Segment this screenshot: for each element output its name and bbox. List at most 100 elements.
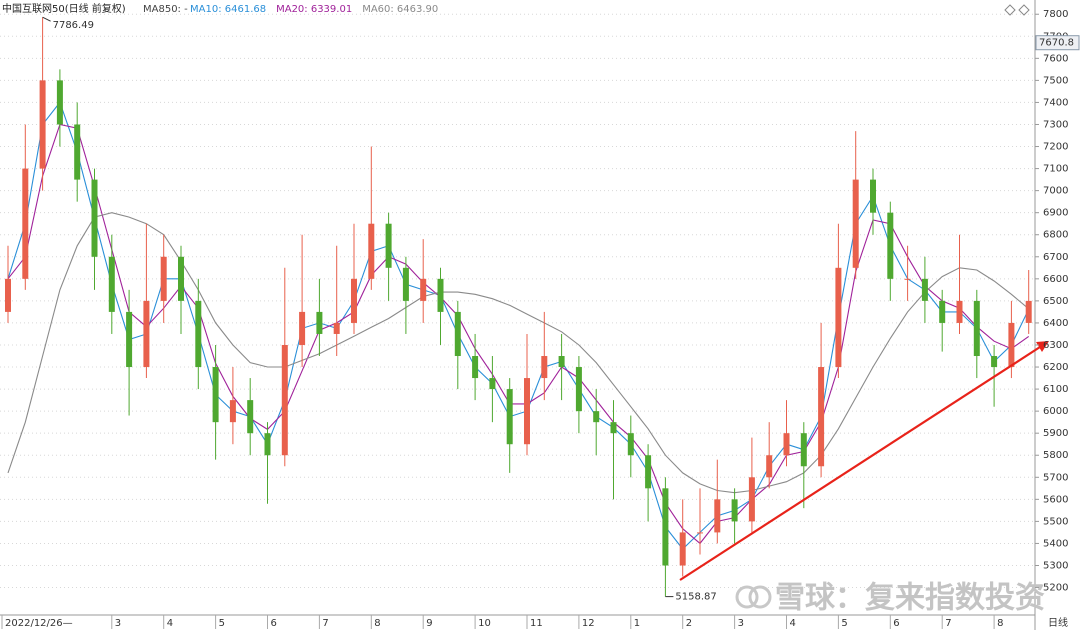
candle-body (870, 179, 876, 213)
candle-body (385, 223, 392, 268)
candle-body (610, 422, 617, 434)
candle-body (818, 367, 825, 467)
candle-body (22, 168, 29, 279)
candle-body (264, 433, 271, 456)
toolbar-icons[interactable] (1004, 4, 1030, 16)
x-tick-label: 12 (582, 618, 595, 629)
x-tick-label: 1 (634, 618, 640, 629)
y-tick-label: 6000 (1043, 406, 1068, 417)
chart-title: 中国互联网50(日线 前复权) (2, 2, 126, 15)
candle-body (506, 389, 513, 445)
y-tick-label: 5500 (1043, 516, 1068, 527)
candle-body (575, 367, 582, 412)
legend-entry: MA20: 6339.01 (276, 4, 352, 15)
candle-body (178, 256, 184, 301)
grid (0, 13, 1035, 589)
y-tick-label: 6200 (1043, 362, 1068, 373)
x-tick-label: 9 (426, 618, 432, 629)
candle-body (904, 278, 911, 280)
y-tick-label: 6500 (1043, 296, 1068, 307)
x-tick-label: 3 (738, 618, 744, 629)
x-tick-label: 11 (530, 618, 543, 629)
watermark: 雪球：复来指数投资 (775, 581, 1045, 616)
candle-body (281, 344, 288, 456)
candle-body (56, 80, 63, 125)
y-tick-label: 5400 (1043, 538, 1068, 549)
candle-body (74, 124, 81, 180)
x-tick-label: 6 (893, 618, 899, 629)
candle-body (489, 378, 496, 390)
ma-line (7, 212, 1030, 494)
candle-body (593, 411, 600, 423)
y-tick-label: 6100 (1043, 384, 1068, 395)
price-tag-box (1035, 35, 1080, 51)
candle-body (143, 300, 150, 368)
candle-body (1025, 300, 1032, 323)
y-tick-label: 6400 (1043, 318, 1068, 329)
candle-body (524, 378, 530, 445)
x-tick-label: 7 (945, 618, 951, 629)
y-tick-label: 7800 (1043, 9, 1068, 20)
price-tag: 7670.8 (1039, 38, 1074, 49)
high-pointer (42, 16, 51, 22)
candle-body (108, 256, 115, 312)
candle-body (662, 488, 669, 566)
y-tick-label: 6800 (1043, 230, 1068, 241)
watermark-logo (735, 585, 772, 609)
candle-body (835, 267, 842, 368)
x-tick-label: 4 (167, 618, 173, 629)
candle-body (91, 179, 98, 257)
y-tick-label: 7000 (1043, 186, 1068, 197)
y-tick-label: 5900 (1043, 428, 1068, 439)
y-tick-label: 7200 (1043, 142, 1068, 153)
candle-body (5, 278, 11, 312)
candle-body (887, 212, 894, 279)
candle-body (212, 367, 219, 423)
high-label: 7786.49 (53, 20, 94, 31)
y-tick-label: 5700 (1043, 472, 1068, 483)
x-tick-label: 7 (322, 618, 328, 629)
x-tick-label: 2 (686, 618, 692, 629)
y-tick-label: 5300 (1043, 560, 1068, 571)
candle-body (229, 400, 236, 423)
candle-body (402, 267, 409, 301)
y-tick-label: 5800 (1043, 450, 1068, 461)
candle-body (437, 278, 444, 312)
trend-arrow (679, 346, 1041, 581)
candle-body (973, 300, 980, 357)
y-tick-label: 5600 (1043, 494, 1068, 505)
candle-body (783, 433, 790, 456)
low-label: 5158.87 (675, 592, 716, 603)
y-tick-label: 7600 (1043, 53, 1068, 64)
candle-body (420, 278, 427, 301)
x-tick-label: 3 (115, 618, 121, 629)
ma850-label: MA850: - (143, 4, 188, 15)
candle-body (852, 179, 859, 268)
legend-entry: MA10: 6461.68 (190, 4, 266, 15)
candle-body (921, 278, 928, 301)
candle-body (454, 311, 461, 357)
x-tick-label: 8 (997, 618, 1003, 629)
y-tick-label: 5200 (1043, 583, 1068, 594)
candle-body (126, 311, 133, 368)
candle-body (195, 300, 202, 368)
arrow-head (1036, 341, 1049, 352)
candle-body (558, 356, 565, 368)
x-tick-label: 10 (478, 618, 491, 629)
candle-body (939, 300, 946, 323)
y-tick-label: 7100 (1043, 164, 1068, 175)
candle-body (333, 322, 340, 334)
y-tick-label: 6700 (1043, 252, 1068, 263)
candle-body (351, 278, 357, 323)
x-tick-label: 2022/12/26— (5, 618, 73, 629)
candle-body (766, 455, 773, 478)
x-tick-label: 5 (219, 618, 225, 629)
y-tick-label: 7500 (1043, 75, 1068, 86)
candles (5, 17, 1032, 597)
candle-body (991, 356, 998, 368)
candle-body (956, 300, 963, 323)
candle-body (541, 356, 548, 379)
x-tick-label: 4 (790, 618, 796, 629)
